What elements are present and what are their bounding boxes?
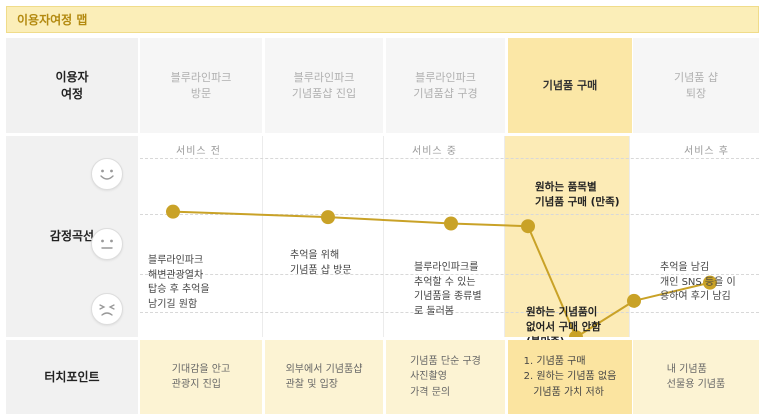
emotion-curve [166,204,717,337]
emotion-point-2 [321,210,335,225]
column-divider [504,136,505,337]
row-label-journey: 이용자 여정 [6,38,138,133]
neutral-guide-line [140,274,759,275]
phase-label-during: 서비스 중 [412,146,457,157]
emotion-point-3 [444,216,458,231]
touchpoint-cell-4: 1. 기념품 구매 2. 원하는 기념품 없음 기념품 가치 저하 [508,340,632,414]
touchpoint-cell-3: 기념품 단순 구경 사진촬영 가격 문의 [386,340,505,414]
emotion-point-1 [166,204,180,219]
journey-map-grid: 이용자 여정 감정곡선 터치포인트 블루라인파크 방문 블루라인파크 기념품샵 진… [6,38,759,414]
unhappy-guide-line [140,312,759,313]
emotion-point-4 [521,219,535,234]
emotion-label-2: 추억을 위해 기념품 샵 방문 [290,250,352,276]
emotion-label-4: 원하는 품목별 기념품 구매 (만족) [535,181,620,209]
emotion-point-6 [627,293,641,308]
happy-guide-line [140,214,759,215]
emotion-label-7: 추억을 남김 개인 SNS 등을 이 용하여 후기 남김 [660,262,736,302]
column-divider [383,136,384,337]
column-divider [629,136,630,337]
touchpoint-cell-5: 내 기념품 선물용 기념품 [633,340,759,414]
neutral-face-icon [91,228,123,260]
highlight-band [505,136,629,337]
touchpoint-cell-2: 외부에서 기념품샵 관찰 및 입장 [265,340,383,414]
stage-header-2: 블루라인파크 기념품샵 진입 [265,38,383,133]
column-divider [262,136,263,337]
stage-header-4: 기념품 구매 [508,38,632,133]
emotion-label-1: 블루라인파크 해변관광열차 탑승 후 추억을 남기길 원함 [148,255,210,310]
emotion-curve-area: 서비스 전 서비스 중 서비스 후 블루라인파크 해변관광열차 탑승 후 추억을… [140,136,759,348]
row-label-touchpoint: 터치포인트 [6,340,138,414]
stage-header-5: 기념품 샵 퇴장 [633,38,759,133]
phase-divider-line [140,158,759,159]
stage-header-1: 블루라인파크 방문 [140,38,262,133]
page-title: 이용자여정 맵 [6,6,759,33]
unhappy-face-icon [91,293,123,325]
phase-label-after: 서비스 후 [684,146,729,157]
touchpoint-cell-1: 기대감을 안고 관광지 진입 [140,340,262,414]
emotion-label-3: 블루라인파크를 추억할 수 있는 기념품을 종류별 로 둘러봄 [414,262,482,317]
emotion-point-7 [703,275,717,290]
stage-header-3: 블루라인파크 기념품샵 구경 [386,38,505,133]
phase-label-before: 서비스 전 [176,146,221,157]
happy-face-icon [91,158,123,190]
emotion-point-5 [569,330,583,337]
